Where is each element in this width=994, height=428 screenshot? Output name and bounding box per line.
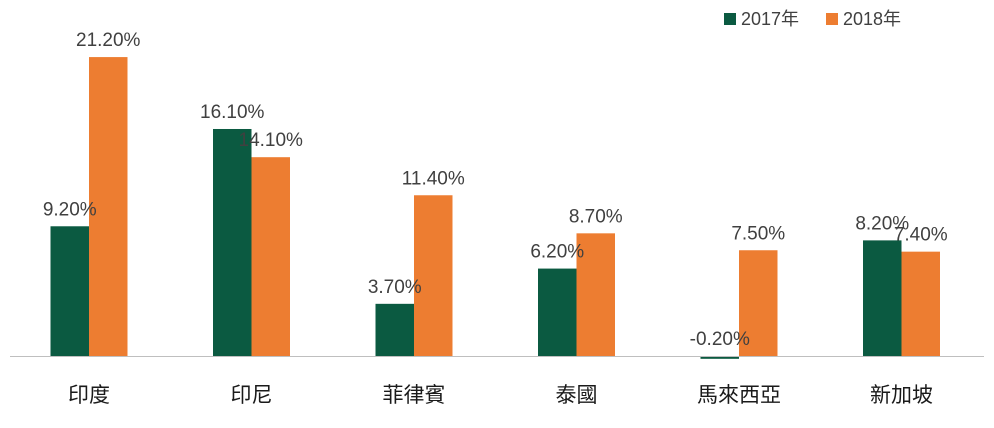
data-label-2017-0: 9.20% <box>43 199 97 220</box>
bar-2018-2 <box>414 195 453 356</box>
data-label-2018-1: 14.10% <box>239 130 304 151</box>
data-label-2018-5: 7.40% <box>894 225 948 246</box>
legend-label-2017: 2017年 <box>741 9 799 29</box>
data-label-2017-2: 3.70% <box>368 277 422 298</box>
data-labels: 9.20% 21.20% 16.10% 14.10% 3.70% 11.40% 6.20% 8… <box>43 30 948 350</box>
bars <box>50 57 940 359</box>
category-labels: 印度 印尼 菲律賓 泰國 馬來西亞 新加坡 <box>68 383 933 407</box>
data-label-2018-3: 8.70% <box>569 206 623 227</box>
data-label-2017-3: 6.20% <box>530 242 584 263</box>
data-label-2017-5: 8.20% <box>855 213 909 234</box>
bar-2018-4 <box>739 250 778 356</box>
bar-2017-5 <box>863 240 902 356</box>
category-label-2: 菲律賓 <box>383 383 446 407</box>
bar-2017-2 <box>375 303 414 356</box>
category-label-4: 馬來西亞 <box>697 383 781 407</box>
bar-2017-4 <box>700 356 739 359</box>
legend-swatch-2017 <box>724 13 736 25</box>
data-label-2018-0: 21.20% <box>76 30 141 51</box>
bar-2017-3 <box>538 268 577 356</box>
bar-2018-0 <box>89 57 128 356</box>
data-label-2017-1: 16.10% <box>200 102 265 123</box>
bar-2018-3 <box>576 233 615 356</box>
category-label-1: 印尼 <box>231 383 273 407</box>
bar-2018-5 <box>901 251 940 356</box>
category-label-5: 新加坡 <box>870 383 933 407</box>
data-label-2018-2: 11.40% <box>402 168 465 189</box>
legend: 2017年 2018年 <box>724 9 901 29</box>
bar-2018-1 <box>251 157 290 356</box>
category-label-3: 泰國 <box>556 383 598 407</box>
legend-label-2018: 2018年 <box>843 9 901 29</box>
bar-2017-0 <box>50 226 89 356</box>
bar-2017-1 <box>213 128 252 356</box>
category-label-0: 印度 <box>68 383 110 407</box>
legend-swatch-2018 <box>826 13 838 25</box>
data-label-2018-4: 7.50% <box>731 223 785 244</box>
data-label-2017-4: -0.20% <box>690 329 750 350</box>
